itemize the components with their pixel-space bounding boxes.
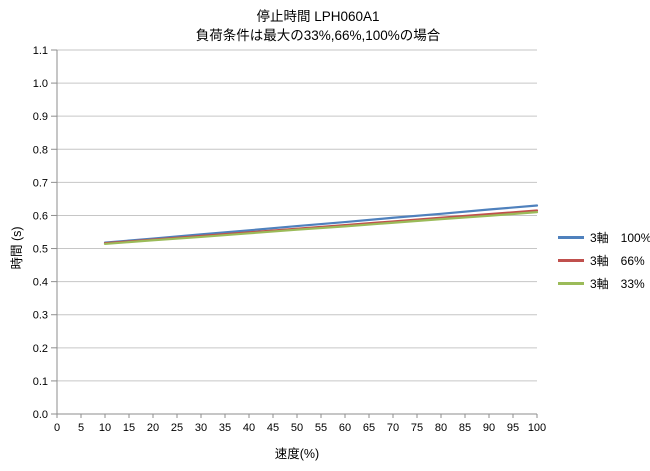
x-tick-label: 0: [54, 422, 60, 434]
x-tick-label: 90: [483, 422, 495, 434]
x-tick-label: 70: [387, 422, 399, 434]
x-tick-label: 20: [147, 422, 159, 434]
y-tick-label: 0.6: [33, 210, 48, 222]
x-tick-label: 40: [243, 422, 255, 434]
y-tick-label: 0.9: [33, 111, 48, 123]
x-tick-label: 10: [99, 422, 111, 434]
series-line: [103, 211, 539, 246]
legend-item: 3軸 100%: [558, 226, 650, 249]
legend-item: 3軸 66%: [558, 249, 650, 272]
x-tick-label: 45: [267, 422, 279, 434]
legend-label: 3軸 33%: [590, 277, 645, 291]
x-tick-label: 60: [339, 422, 351, 434]
y-tick-label: 0.3: [33, 310, 48, 322]
x-tick-label: 95: [507, 422, 519, 434]
legend-item: 3軸 33%: [558, 272, 650, 295]
y-tick-label: 0.5: [33, 244, 48, 256]
x-tick-label: 80: [435, 422, 447, 434]
y-tick-label: 0.1: [33, 376, 48, 388]
y-tick-label: 1.0: [33, 78, 48, 90]
x-tick-label: 50: [291, 422, 303, 434]
x-tick-label: 35: [219, 422, 231, 434]
x-tick-label: 15: [123, 422, 135, 434]
y-axis-title: 時間 (s): [10, 226, 24, 270]
x-axis-title: 速度(%): [274, 447, 320, 461]
y-tick-label: 0.0: [33, 409, 48, 421]
legend-line-swatch-icon: [558, 236, 584, 239]
y-tick-label: 0.4: [33, 277, 48, 289]
x-tick-label: 65: [363, 422, 375, 434]
x-tick-label: 55: [315, 422, 327, 434]
y-tick-label: 0.7: [33, 177, 48, 189]
chart-subtitle: 負荷条件は最大の33%,66%,100%の場合: [195, 28, 441, 43]
x-tick-label: 100: [528, 422, 546, 434]
legend-line-swatch-icon: [558, 282, 584, 285]
legend: 3軸 100% 3軸 66% 3軸 33%: [558, 226, 650, 295]
chart-title: 停止時間 LPH060A1: [256, 9, 380, 24]
legend-line-swatch-icon: [558, 259, 584, 262]
x-tick-label: 85: [459, 422, 471, 434]
legend-label: 3軸 66%: [590, 254, 645, 268]
x-tick-label: 5: [78, 422, 84, 434]
legend-label: 3軸 100%: [590, 231, 650, 245]
y-tick-label: 0.8: [33, 144, 48, 156]
x-tick-label: 75: [411, 422, 423, 434]
x-tick-label: 30: [195, 422, 207, 434]
y-tick-label: 0.2: [33, 343, 48, 355]
y-tick-label: 1.1: [33, 45, 48, 57]
series-line: [103, 204, 539, 244]
x-tick-label: 25: [171, 422, 183, 434]
